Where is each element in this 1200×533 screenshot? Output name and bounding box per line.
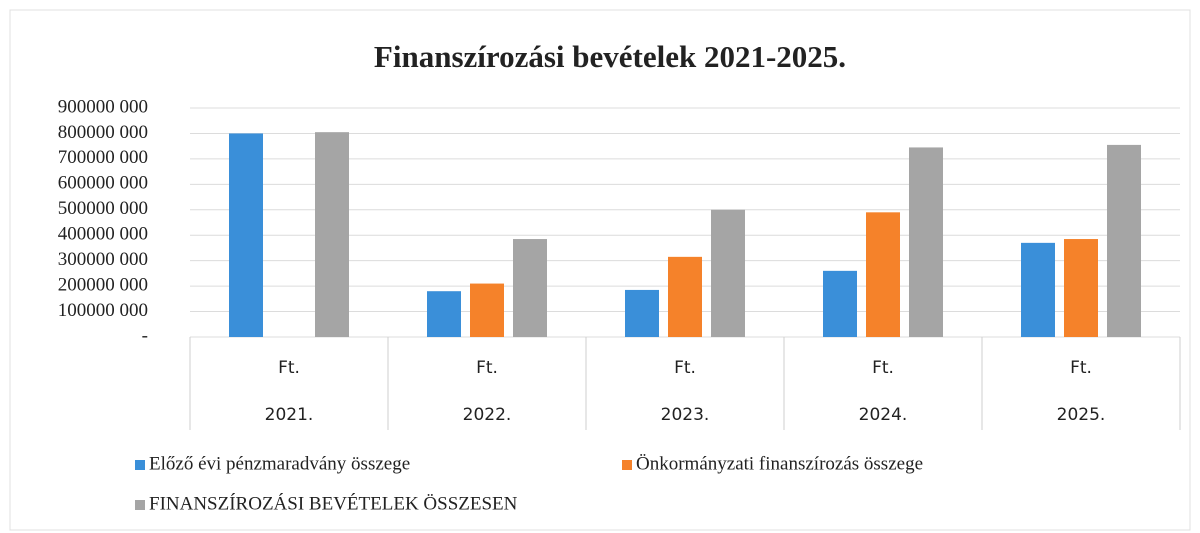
x-unit-label: Ft.	[476, 358, 498, 378]
legend-swatch	[135, 460, 145, 470]
legend-swatch	[622, 460, 632, 470]
bar	[427, 291, 461, 337]
x-unit-label: Ft.	[872, 358, 894, 378]
x-tick-label: 2024.	[859, 405, 908, 425]
y-tick-label: 400000 000	[58, 224, 148, 245]
x-unit-label: Ft.	[674, 358, 696, 378]
x-tick-label: 2022.	[463, 405, 512, 425]
x-unit-label: Ft.	[1070, 358, 1092, 378]
x-tick-label: 2021.	[265, 405, 314, 425]
y-tick-label: 200000 000	[58, 274, 148, 295]
bar	[909, 147, 943, 337]
y-tick-label: 800000 000	[58, 122, 148, 143]
y-tick-label: -	[142, 325, 148, 346]
x-tick-label: 2023.	[661, 405, 710, 425]
x-tick-label: 2025.	[1057, 405, 1106, 425]
chart-title: Finanszírozási bevételek 2021-2025.	[374, 39, 846, 74]
legend-label: FINANSZÍROZÁSI BEVÉTELEK ÖSSZESEN	[149, 492, 518, 514]
legend-label: Önkormányzati finanszírozás összege	[636, 453, 923, 474]
y-tick-label: 100000 000	[58, 300, 148, 321]
bar	[1021, 242, 1055, 337]
chart-border	[9, 9, 1191, 531]
legend-label: Előző évi pénzmaradvány összege	[149, 453, 410, 474]
y-tick-label: 900000 000	[58, 96, 148, 117]
bar	[668, 256, 702, 337]
legend-swatch	[135, 500, 145, 510]
bar	[823, 270, 857, 337]
bar	[711, 209, 745, 337]
y-tick-label: 700000 000	[58, 147, 148, 168]
y-tick-label: 500000 000	[58, 198, 148, 219]
y-tick-label: 600000 000	[58, 173, 148, 194]
x-unit-label: Ft.	[278, 358, 300, 378]
bar	[470, 283, 504, 337]
bar	[866, 212, 900, 337]
bar	[315, 132, 349, 337]
bar	[1107, 144, 1141, 337]
y-tick-label: 300000 000	[58, 249, 148, 270]
bar	[625, 289, 659, 337]
bar	[1064, 239, 1098, 337]
bar	[229, 133, 263, 337]
bar	[513, 239, 547, 337]
